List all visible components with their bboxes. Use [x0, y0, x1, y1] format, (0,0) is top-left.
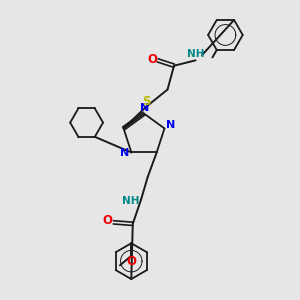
Text: S: S	[142, 95, 150, 108]
Text: N: N	[167, 120, 176, 130]
Text: N: N	[120, 148, 129, 158]
Text: O: O	[102, 214, 112, 227]
Text: O: O	[147, 53, 157, 66]
Text: NH: NH	[122, 196, 140, 206]
Text: NH: NH	[188, 50, 205, 59]
Text: O: O	[126, 255, 136, 268]
Text: N: N	[140, 103, 149, 112]
